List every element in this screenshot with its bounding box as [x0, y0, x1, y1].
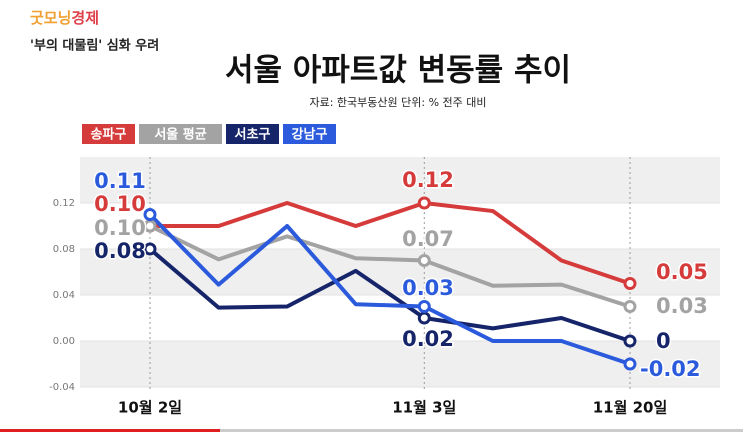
point: [623, 277, 637, 290]
y-tick-label: 0.04: [53, 290, 75, 301]
series-line: [150, 201, 631, 286]
point: [143, 242, 157, 256]
data-label: 0.03: [402, 276, 454, 300]
data-label: 0.11: [94, 169, 146, 193]
data-label: 0.07: [402, 227, 454, 251]
series-line: [149, 224, 631, 309]
point: [143, 208, 157, 221]
series-line: [148, 247, 631, 343]
point: [417, 254, 431, 267]
x-tick-label: 11월 3일: [392, 399, 456, 417]
legend-swatch: [283, 124, 336, 144]
data-label: 0: [656, 329, 671, 353]
series-line: [148, 213, 631, 366]
band: [80, 157, 720, 203]
chart-title: 서울 아파트값 변동률 추이: [225, 53, 571, 89]
logo-part: 경제: [71, 9, 99, 27]
subtitle: 자료: 한국부동산원 단위: % 전주 대비: [309, 96, 486, 109]
point: [417, 311, 431, 325]
progress-bar: [0, 429, 220, 432]
data-label: 0.12: [402, 168, 454, 192]
point: [417, 196, 431, 210]
band: [80, 341, 720, 387]
y-tick-label: 0.00: [53, 336, 75, 347]
band: [80, 249, 720, 295]
legend-swatch: [226, 124, 279, 144]
legend-swatch: [82, 124, 135, 144]
headline: '부의 대물림' 심화 우려: [30, 38, 159, 54]
data-label: 0.05: [656, 260, 708, 284]
x-tick-label: 10월 2일: [118, 399, 182, 417]
point: [417, 300, 431, 313]
y-tick-label: -0.04: [49, 382, 75, 393]
progress-track: [0, 429, 743, 432]
data-label: -0.02: [640, 357, 701, 381]
data-label: 0.10: [94, 216, 146, 240]
data-label: 0.10: [94, 192, 146, 216]
data-label: 0.08: [94, 239, 146, 263]
point: [623, 334, 637, 348]
legend-label: 서초구: [235, 128, 271, 143]
point: [623, 357, 637, 371]
legend-swatch: [139, 124, 222, 144]
logo: 굿모닝경제: [30, 9, 99, 27]
point: [623, 300, 637, 313]
data-label: 0.02: [402, 327, 454, 351]
logo-part: 굿모닝: [30, 9, 71, 27]
legend-label: 송파구: [91, 128, 127, 143]
x-tick-label: 11월 20일: [593, 399, 668, 417]
y-tick-label: 0.08: [53, 244, 75, 255]
legend-label: 강남구: [292, 127, 328, 143]
point: [143, 219, 157, 233]
y-tick-label: 0.12: [53, 198, 75, 209]
legend-label: 서울 평균: [154, 127, 206, 143]
data-label: 0.03: [656, 294, 708, 318]
